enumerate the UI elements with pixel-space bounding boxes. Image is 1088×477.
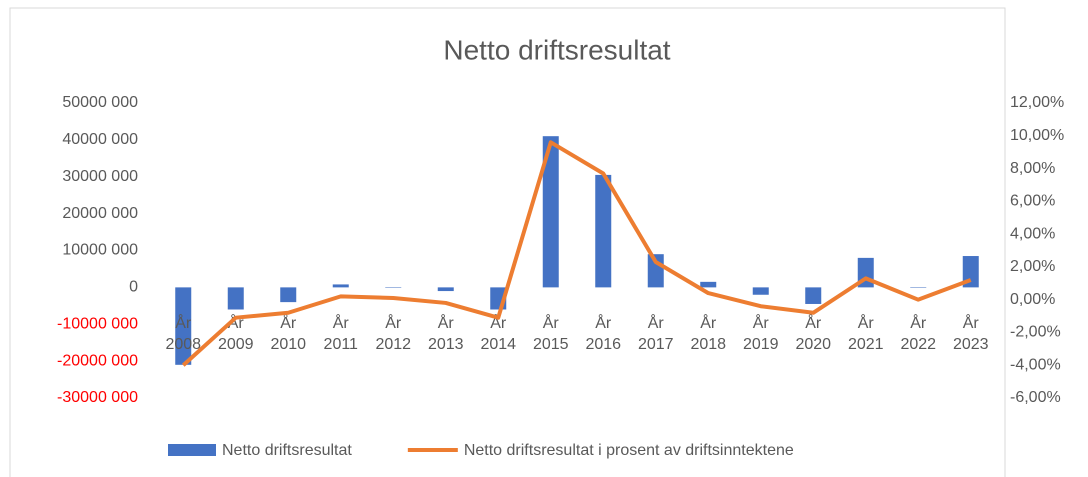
x-tick-label: År 2012 <box>375 313 411 353</box>
legend-label: Netto driftsresultat i prosent av drifts… <box>464 442 794 459</box>
x-tick-label: År 2011 <box>324 313 359 353</box>
bar <box>280 287 297 303</box>
x-tick-label: År 2019 <box>743 313 779 353</box>
chart-title: Netto driftsresultat <box>443 34 670 65</box>
y-tick-label: 30000 000 <box>62 168 138 185</box>
bar <box>595 174 612 288</box>
y-tick-label: -20000 000 <box>57 352 138 369</box>
x-tick-label: År 2016 <box>585 313 621 353</box>
y2-tick-label: 10,00% <box>1010 127 1064 144</box>
y2-tick-label: 4,00% <box>1010 225 1055 242</box>
y2-tick-label: -6,00% <box>1010 389 1061 406</box>
x-tick-label: År 2021 <box>848 313 884 353</box>
bar <box>700 281 717 288</box>
bar <box>332 284 349 288</box>
y2-tick-label: -4,00% <box>1010 356 1061 373</box>
y-tick-label: 0 <box>129 279 138 296</box>
y2-tick-label: 12,00% <box>1010 94 1064 111</box>
bar <box>437 287 454 292</box>
bar <box>385 287 402 288</box>
bar <box>175 287 192 365</box>
y-tick-label: 20000 000 <box>62 205 138 222</box>
x-tick-label: År 2018 <box>690 313 726 353</box>
x-tick-label: År 2008 <box>165 313 201 353</box>
y-tick-label: 10000 000 <box>62 242 138 259</box>
x-tick-label: År 2020 <box>795 313 831 353</box>
y-tick-label: 40000 000 <box>62 131 138 148</box>
y-tick-label: -10000 000 <box>57 315 138 332</box>
x-tick-label: År 2023 <box>953 313 989 353</box>
chart-frame <box>9 7 1006 477</box>
x-tick-label: År 2009 <box>218 313 254 353</box>
y-tick-label: -30000 000 <box>57 389 138 406</box>
legend-swatch <box>168 444 216 456</box>
x-tick-label: År 2010 <box>270 313 306 353</box>
y2-tick-label: -2,00% <box>1010 324 1061 341</box>
y2-tick-label: 0,00% <box>1010 291 1055 308</box>
y2-tick-label: 8,00% <box>1010 160 1055 177</box>
y-tick-label: 50000 000 <box>62 94 138 111</box>
bar <box>542 136 559 288</box>
line <box>181 140 972 367</box>
bar <box>910 287 927 288</box>
bar <box>805 287 822 304</box>
x-tick-label: År 2017 <box>638 313 674 353</box>
legend-label: Netto driftsresultat <box>222 442 352 459</box>
x-tick-label: År 2013 <box>428 313 464 353</box>
bar <box>227 287 244 310</box>
x-tick-label: År 2022 <box>900 313 936 353</box>
y2-tick-label: 6,00% <box>1010 193 1055 210</box>
y2-tick-label: 2,00% <box>1010 258 1055 275</box>
bar <box>752 287 769 295</box>
x-tick-label: År 2015 <box>533 313 569 353</box>
